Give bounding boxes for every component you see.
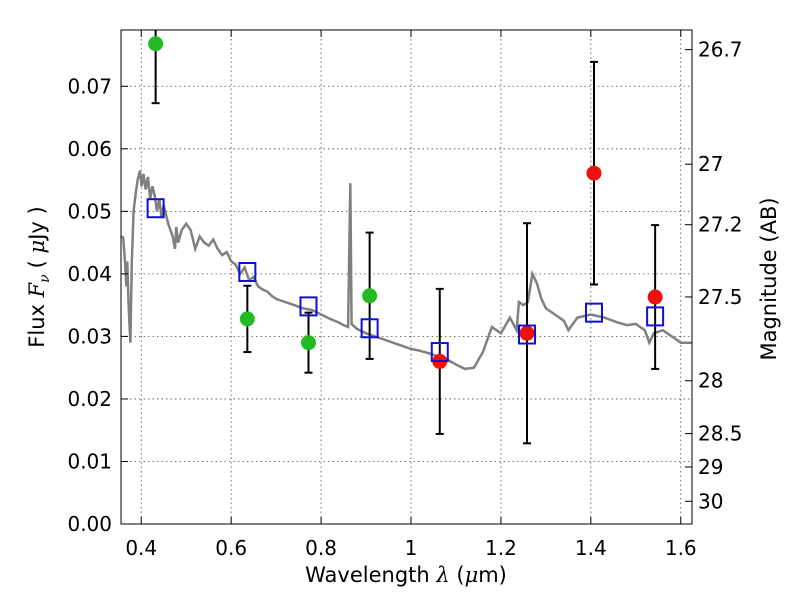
y2-tick-labels: 26.7 27 27.2 27.5 28 28.5 29 30 — [698, 38, 743, 514]
photometry-point — [148, 36, 164, 52]
axis-ticks — [121, 30, 692, 525]
model-flux-square — [146, 198, 165, 219]
model-spectrum — [121, 170, 692, 371]
y-tick-label: 0.07 — [67, 74, 112, 98]
y-tick-label: 0.04 — [67, 262, 112, 286]
x-tick-label: 0.8 — [305, 536, 337, 560]
x-tick-label: 0.6 — [215, 536, 247, 560]
model-flux-square — [584, 302, 603, 323]
y-axis-title: Flux Fν( μJy ) — [25, 206, 53, 347]
y-tick-label: 0.01 — [67, 449, 112, 473]
model-flux-square — [299, 296, 318, 317]
photometry-point — [239, 311, 255, 327]
x-tick-label: 1 — [405, 536, 418, 560]
y-tick-label: 0.03 — [67, 324, 112, 348]
photometry-point — [362, 288, 378, 304]
y2-tick-label: 28 — [698, 369, 723, 393]
model-flux-square — [360, 318, 379, 339]
y2-tick-label: 30 — [698, 489, 723, 513]
model-flux-square — [430, 342, 449, 363]
error-bars — [151, 30, 660, 445]
y2-axis-title: Magnitude (AB) — [757, 197, 781, 360]
x-tick-label: 1.6 — [665, 536, 697, 560]
y2-tick-label: 27 — [698, 152, 723, 176]
x-tick-label: 0.4 — [125, 536, 157, 560]
y-tick-labels: 0.00 0.01 0.02 0.03 0.04 0.05 0.06 0.07 — [67, 74, 112, 536]
y2-tick-label: 29 — [698, 455, 723, 479]
y-tick-label: 0.00 — [67, 512, 112, 536]
x-tick-label: 1.4 — [575, 536, 607, 560]
y2-tick-label: 27.5 — [698, 285, 743, 309]
x-tick-label: 1.2 — [485, 536, 517, 560]
y-tick-label: 0.06 — [67, 137, 112, 161]
y-tick-label: 0.02 — [67, 387, 112, 411]
photometry-point — [647, 289, 663, 305]
model-spectrum-line — [121, 170, 692, 371]
plot-frame — [120, 29, 693, 525]
y2-tick-label: 27.2 — [698, 213, 743, 237]
y2-tick-label: 28.5 — [698, 422, 743, 446]
x-tick-labels: 0.4 0.6 0.8 1 1.2 1.4 1.6 — [125, 536, 696, 560]
data-points — [146, 36, 665, 369]
y-tick-label: 0.05 — [67, 199, 112, 223]
photometry-point — [300, 335, 316, 351]
model-flux-square — [646, 306, 665, 327]
photometry-point — [586, 165, 602, 181]
y2-tick-label: 26.7 — [698, 38, 743, 62]
photometry-point — [519, 325, 535, 341]
model-flux-square — [517, 324, 536, 345]
x-axis-title: Wavelength λ (μm) — [305, 563, 507, 587]
grid-lines — [121, 30, 692, 525]
model-flux-square — [238, 261, 257, 282]
